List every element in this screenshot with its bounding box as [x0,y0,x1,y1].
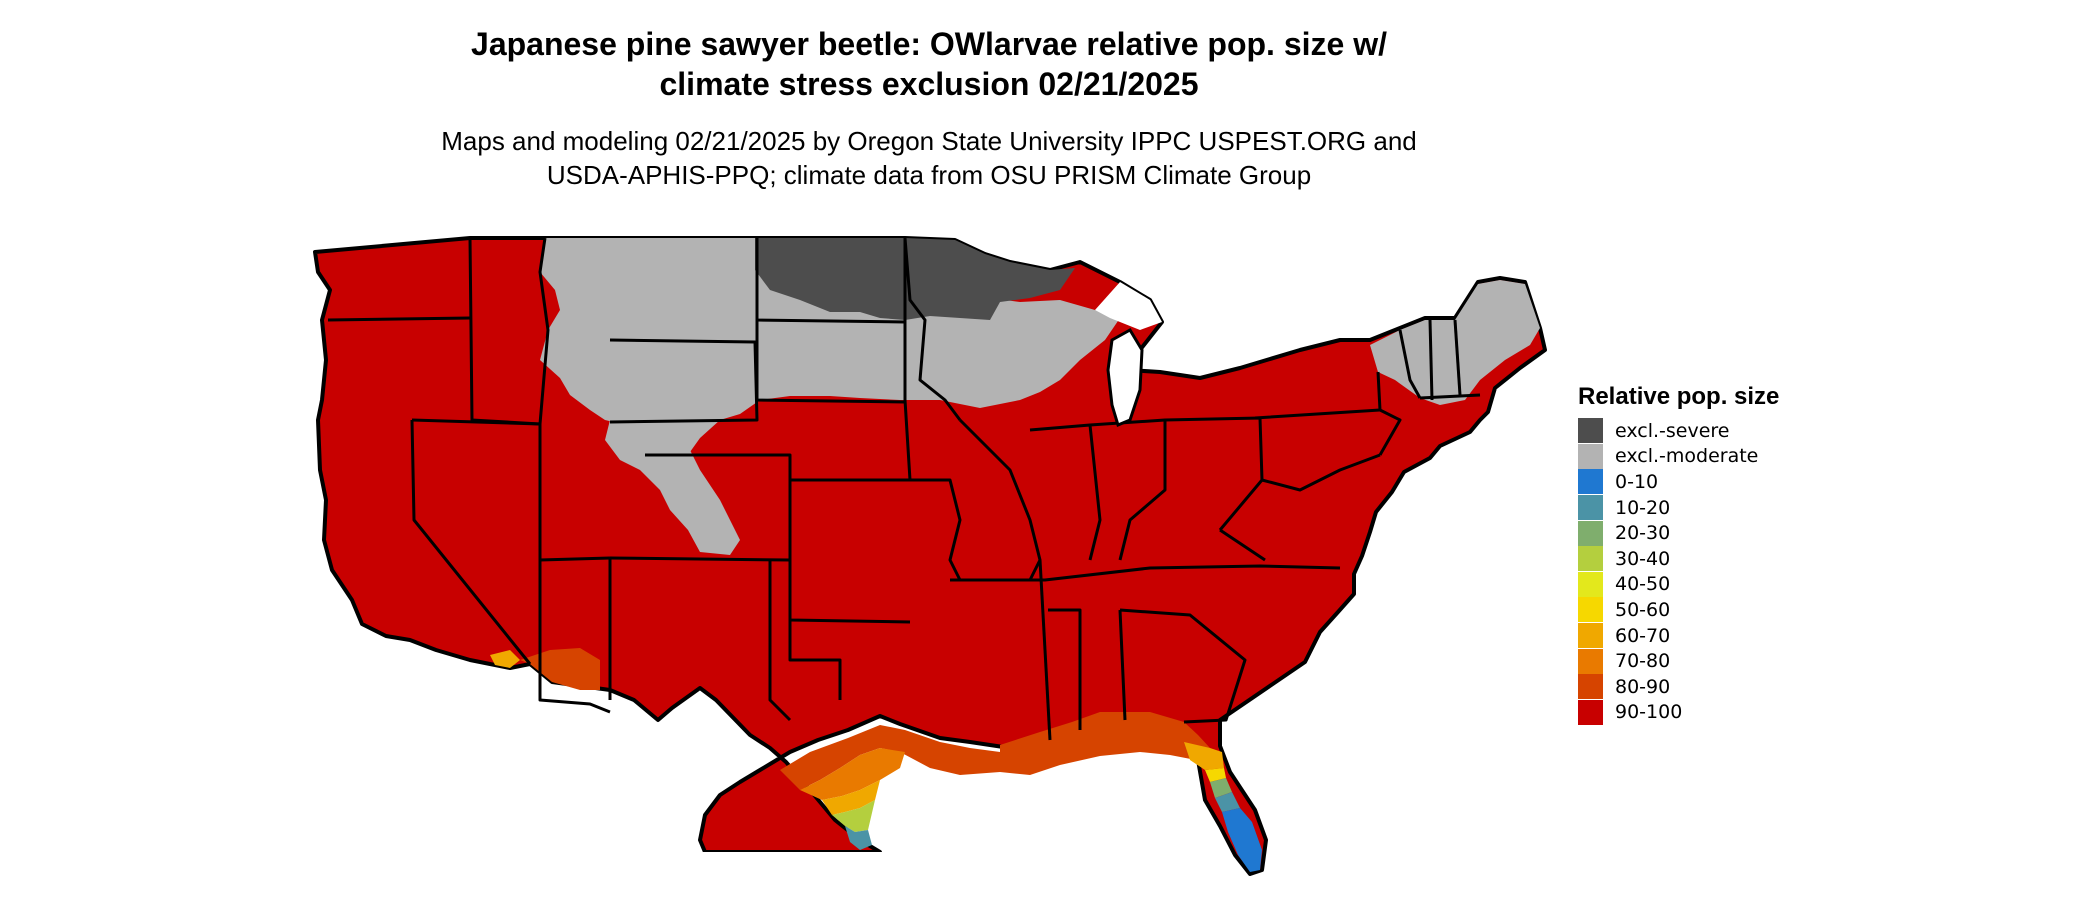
band-60-70-texas [822,780,880,815]
legend-item: 0-10 [1578,469,1779,495]
title-line-2: climate stress exclusion 02/21/2025 [659,66,1199,102]
legend-swatch [1578,495,1603,521]
legend-swatch [1578,469,1603,495]
band-50-60-florida [1205,768,1226,782]
map-title: Japanese pine sawyer beetle: OWlarvae re… [0,24,1858,104]
band-80-90-texas [780,725,1000,790]
legend-label: excl.-severe [1615,419,1730,442]
legend-items: excl.-severe excl.-moderate 0-10 10-20 20-30… [1578,418,1779,725]
legend-label: 90-100 [1615,701,1683,724]
band-60-70-california [490,650,520,668]
band-10-20-texas [845,826,872,850]
legend-item: 80-90 [1578,674,1779,700]
legend-label: 60-70 [1615,624,1671,647]
legend-item: excl.-severe [1578,418,1779,444]
legend-item: 30-40 [1578,546,1779,572]
legend-item: 60-70 [1578,623,1779,649]
legend: Relative pop. size excl.-severe excl.-mod… [1578,382,1779,725]
us-map [313,236,1547,892]
lake-superior-shore [1095,282,1162,330]
legend-title: Relative pop. size [1578,383,1780,410]
legend-swatch [1578,623,1603,649]
legend-label: 20-30 [1615,522,1671,545]
legend-swatch [1578,520,1603,546]
legend-label: 50-60 [1615,598,1671,621]
map-subtitle: Maps and modeling 02/21/2025 by Oregon S… [0,124,1858,192]
band-0-10-florida [1222,808,1262,872]
legend-label: 30-40 [1615,547,1671,570]
band-60-70-florida [1184,742,1224,770]
legend-swatch [1578,597,1603,623]
band-20-30-florida [1210,778,1232,798]
excluded-moderate-rockies [605,420,740,555]
legend-item: 20-30 [1578,520,1779,546]
excluded-moderate-north [540,238,1120,452]
legend-label: 10-20 [1615,496,1671,519]
legend-label: excl.-moderate [1615,445,1759,468]
excluded-severe-north [755,238,1075,320]
band-70-80-texas [800,748,905,800]
legend-swatch [1578,571,1603,597]
legend-item: excl.-moderate [1578,443,1779,470]
legend-label: 0-10 [1615,470,1659,493]
legend-item: 90-100 [1578,699,1779,726]
legend-swatch [1578,699,1603,725]
band-10-20-florida [1215,792,1240,812]
legend-label: 80-90 [1615,675,1671,698]
state-boundaries [327,237,1481,741]
subtitle-line-1: Maps and modeling 02/21/2025 by Oregon S… [441,126,1417,156]
band-30-40-texas [832,800,875,832]
legend-item: 50-60 [1578,597,1779,623]
legend-swatch [1578,674,1603,700]
legend-swatch [1578,546,1603,572]
legend-swatch [1578,418,1603,444]
legend-item: 10-20 [1578,495,1779,521]
title-line-1: Japanese pine sawyer beetle: OWlarvae re… [471,26,1387,62]
legend-item: 40-50 [1578,571,1779,598]
subtitle-line-2: USDA-APHIS-PPQ; climate data from OSU PR… [546,160,1312,190]
legend-label: 70-80 [1615,650,1671,673]
band-80-90-south [1000,712,1210,775]
legend-label: 40-50 [1615,573,1671,596]
legend-swatch [1578,443,1603,469]
lake-michigan [1106,327,1144,428]
legend-item: 70-80 [1578,648,1779,674]
legend-swatch [1578,648,1603,674]
